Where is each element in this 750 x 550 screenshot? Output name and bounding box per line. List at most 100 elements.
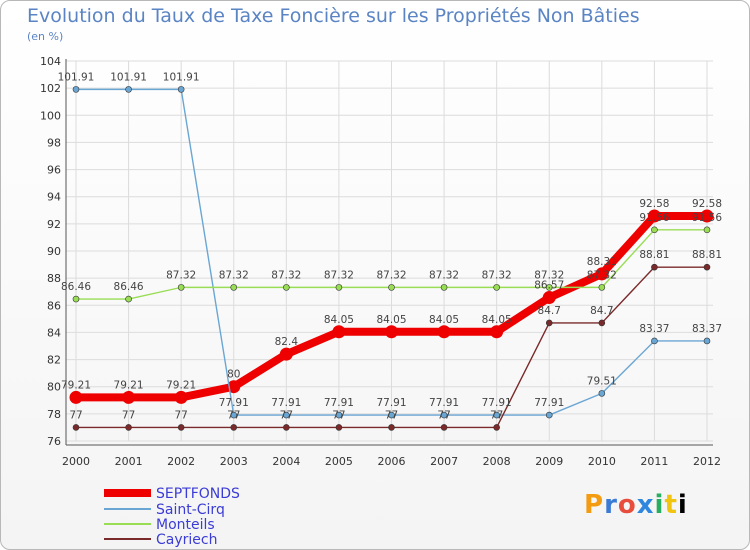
data-label-monteils: 87.32 xyxy=(534,269,564,281)
legend-label-saint-cirq: Saint-Cirq xyxy=(156,502,225,518)
data-label-saint-cirq: 77.91 xyxy=(429,397,459,409)
data-labels: 79.21 79.21 79.21 80 82.4 84.05 84.05 84.05 84.0… xyxy=(58,71,723,421)
data-label-septfonds: 84.05 xyxy=(429,314,459,326)
data-label-monteils: 87.32 xyxy=(587,269,617,281)
data-point-cayriech xyxy=(598,319,606,327)
data-point-septfonds xyxy=(595,267,609,281)
data-point-monteils xyxy=(335,284,343,291)
data-label-septfonds: 79.21 xyxy=(114,379,144,391)
data-point-saint-cirq xyxy=(125,86,132,93)
data-label-cayriech: 77 xyxy=(227,409,240,421)
data-point-saint-cirq xyxy=(440,411,448,419)
data-label-cayriech: 77 xyxy=(69,409,82,421)
x-tick-label: 2007 xyxy=(430,455,458,468)
data-label-cayriech: 84.7 xyxy=(590,305,613,317)
data-label-cayriech: 77 xyxy=(490,409,503,421)
data-label-monteils: 87.32 xyxy=(166,269,196,281)
y-tick-label: 100 xyxy=(40,109,61,122)
data-label-saint-cirq: 77.91 xyxy=(324,397,354,409)
data-label-monteils: 86.46 xyxy=(114,281,144,293)
data-label-saint-cirq: 83.37 xyxy=(692,323,722,335)
data-point-septfonds xyxy=(542,291,556,305)
data-point-saint-cirq xyxy=(388,411,395,419)
data-point-saint-cirq xyxy=(598,390,606,397)
data-point-septfonds xyxy=(122,390,136,404)
data-point-saint-cirq xyxy=(545,411,553,419)
x-tick-label: 2005 xyxy=(325,455,353,468)
x-tick-label: 2006 xyxy=(378,455,406,468)
data-label-cayriech: 77 xyxy=(332,409,345,421)
data-label-saint-cirq: 77.91 xyxy=(271,397,301,409)
data-label-septfonds: 84.05 xyxy=(324,314,354,326)
chart-title: Evolution du Taux de Taxe Foncière sur l… xyxy=(27,5,640,27)
y-tick-label: 80 xyxy=(47,381,61,394)
x-tick-label: 2000 xyxy=(62,455,90,468)
data-label-saint-cirq: 101.91 xyxy=(110,71,147,83)
x-tick-label: 2008 xyxy=(483,455,511,468)
y-tick-label: 96 xyxy=(47,164,61,177)
data-label-septfonds: 79.21 xyxy=(166,379,196,391)
data-point-septfonds xyxy=(227,380,241,394)
data-point-monteils xyxy=(493,284,500,291)
y-tick-label: 102 xyxy=(40,82,61,95)
data-label-saint-cirq: 79.51 xyxy=(587,375,617,387)
data-point-cayriech xyxy=(493,424,500,431)
data-point-septfonds xyxy=(385,325,398,339)
x-tick-label: 2002 xyxy=(167,455,195,468)
x-tick-label: 2003 xyxy=(220,455,248,468)
y-tick-label: 92 xyxy=(47,218,61,231)
data-point-cayriech xyxy=(545,319,553,327)
x-tick-label: 2010 xyxy=(588,455,616,468)
x-tick-label: 2012 xyxy=(693,455,721,468)
x-tick-label: 2009 xyxy=(535,455,563,468)
data-label-septfonds: 92.58 xyxy=(639,198,669,210)
data-point-septfonds xyxy=(332,325,346,339)
data-point-monteils xyxy=(230,284,238,291)
data-label-saint-cirq: 83.37 xyxy=(639,323,669,335)
y-tick-label: 78 xyxy=(47,408,61,421)
data-label-monteils: 87.32 xyxy=(429,269,459,281)
data-point-saint-cirq xyxy=(703,337,711,345)
data-point-cayriech xyxy=(440,424,448,431)
data-point-monteils xyxy=(440,284,448,291)
data-point-monteils xyxy=(283,284,290,291)
data-point-septfonds xyxy=(69,390,83,404)
data-point-septfonds xyxy=(279,347,293,361)
data-label-monteils: 86.46 xyxy=(61,281,91,293)
data-label-septfonds: 82.4 xyxy=(275,336,299,348)
y-tick-label: 84 xyxy=(47,326,61,339)
y-tick-label: 86 xyxy=(47,299,61,312)
data-label-saint-cirq: 77.91 xyxy=(534,397,564,409)
data-label-saint-cirq: 101.91 xyxy=(58,71,95,83)
data-label-cayriech: 77 xyxy=(174,409,187,421)
y-tick-label: 90 xyxy=(47,245,61,258)
proxiti-logo: Proxiti xyxy=(584,490,688,520)
data-label-monteils: 91.56 xyxy=(639,212,669,224)
data-label-septfonds: 79.21 xyxy=(61,379,91,391)
y-tick-label: 94 xyxy=(47,191,61,204)
chart-unit: (en %) xyxy=(27,30,64,43)
data-point-saint-cirq xyxy=(177,86,185,93)
data-point-saint-cirq xyxy=(493,411,500,419)
data-point-saint-cirq xyxy=(335,411,343,419)
data-label-monteils: 87.32 xyxy=(376,269,406,281)
data-label-cayriech: 77 xyxy=(437,409,450,421)
data-point-monteils xyxy=(72,295,80,303)
data-point-septfonds xyxy=(700,209,714,223)
data-point-septfonds xyxy=(647,209,661,223)
data-label-cayriech: 88.81 xyxy=(692,249,722,261)
legend-label-septfonds: SEPTFONDS xyxy=(156,486,240,502)
data-label-septfonds: 84.05 xyxy=(376,314,406,326)
data-point-cayriech xyxy=(335,424,343,431)
data-point-septfonds xyxy=(174,390,188,404)
data-label-septfonds: 84.05 xyxy=(482,314,512,326)
data-point-cayriech xyxy=(125,424,132,431)
y-tick-label: 88 xyxy=(47,272,61,285)
data-label-monteils: 87.32 xyxy=(324,269,354,281)
data-point-cayriech xyxy=(388,424,395,431)
data-label-septfonds: 80 xyxy=(227,369,240,381)
data-label-cayriech: 77 xyxy=(280,409,293,421)
data-point-monteils xyxy=(545,284,553,291)
series-layer xyxy=(69,86,714,431)
